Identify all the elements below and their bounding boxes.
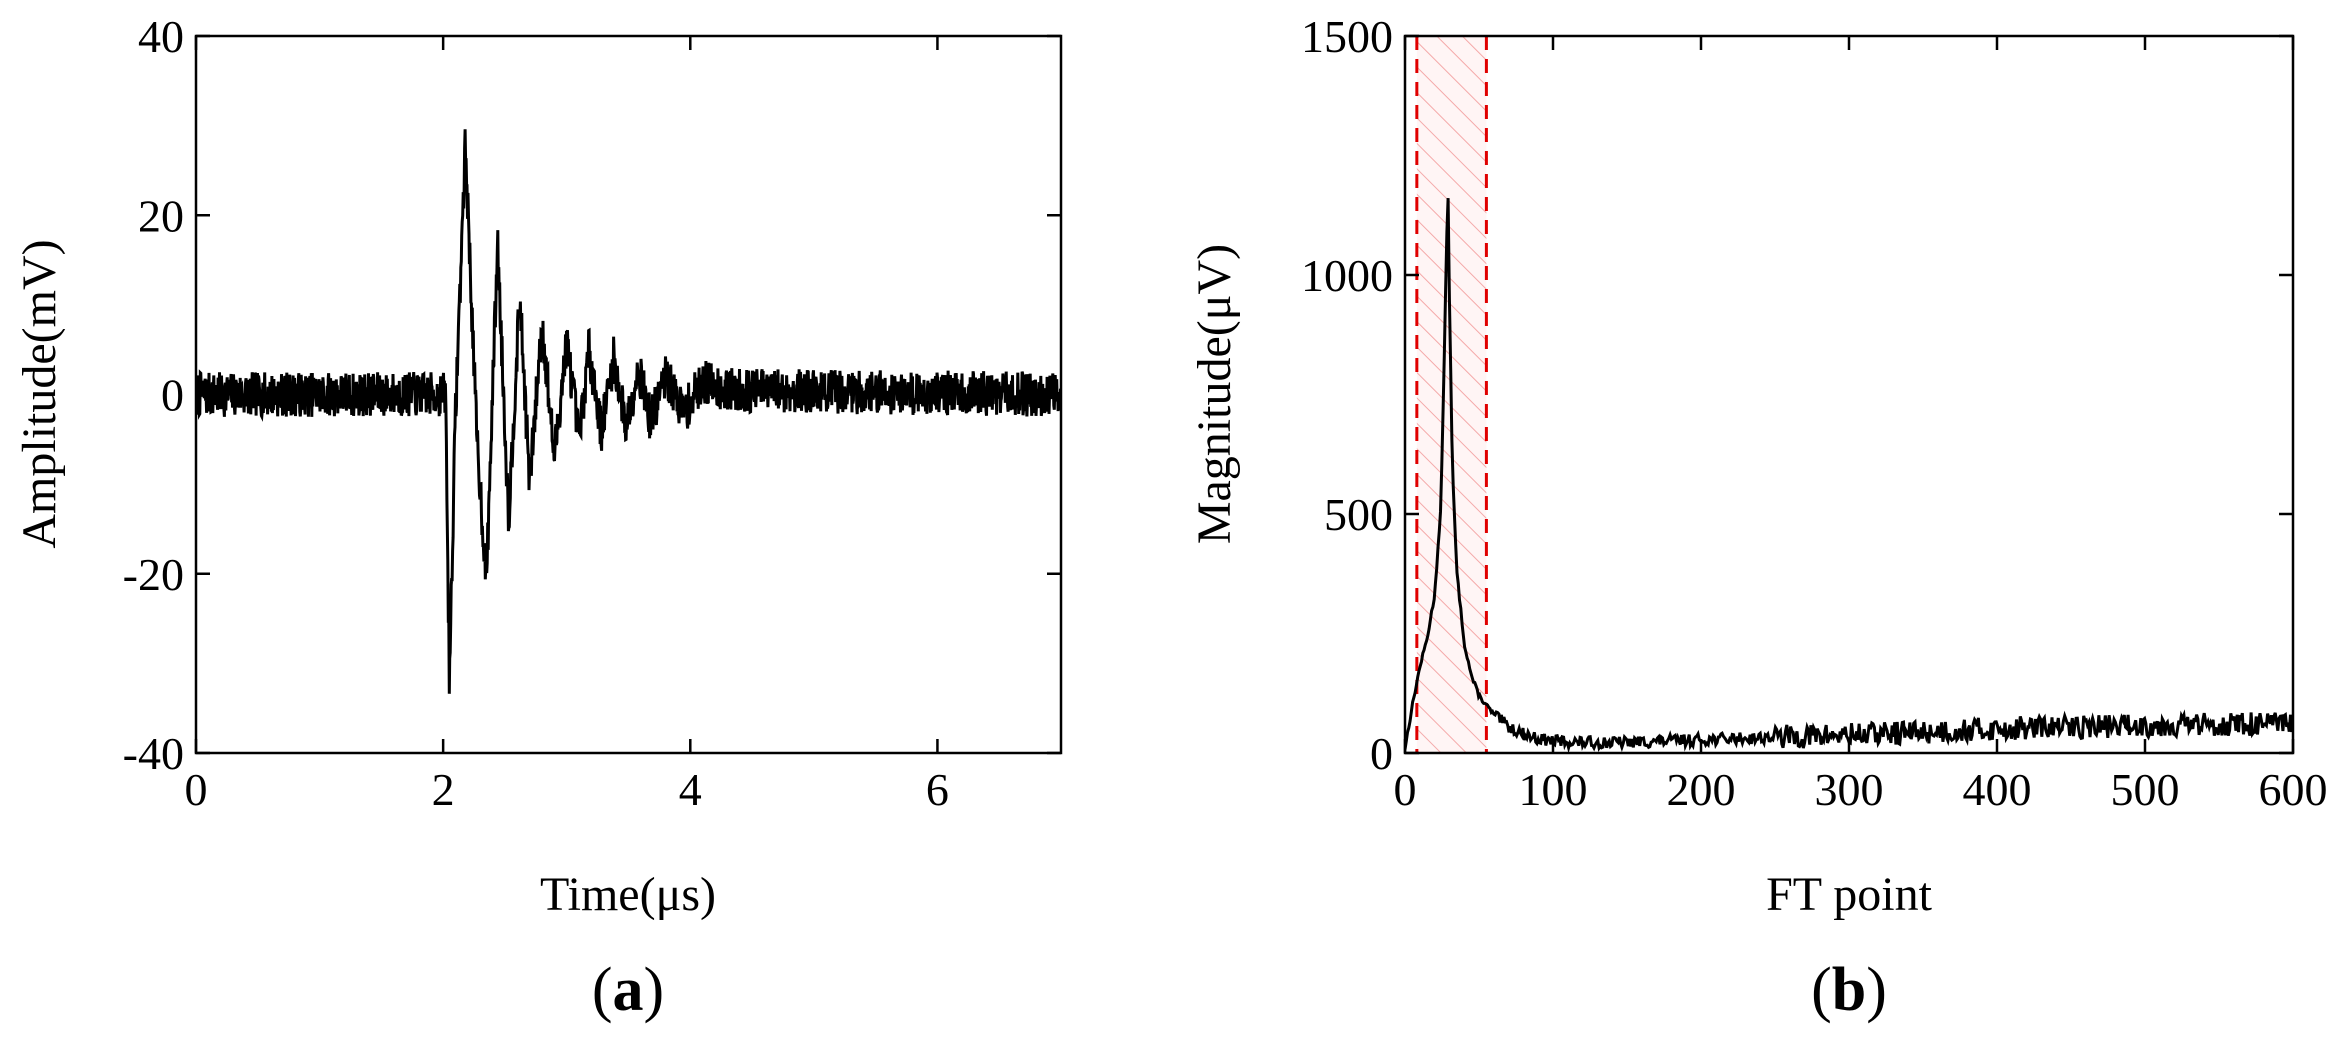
a-y-ticks: 40 20 0 -20 -40 — [123, 11, 1061, 779]
b-x-tick-label: 500 — [2111, 764, 2180, 815]
b-y-tick-label: 1000 — [1301, 250, 1393, 301]
b-y-axis-title: Magnitude(μV) — [1188, 244, 1241, 544]
b-x-tick-label: 400 — [1963, 764, 2032, 815]
b-x-ticks: 0 100 200 300 400 500 600 — [1394, 36, 2328, 815]
b-x-tick-label: 0 — [1394, 764, 1417, 815]
a-x-tick-label: 4 — [679, 764, 702, 815]
b-y-tick-label: 0 — [1370, 728, 1393, 779]
a-y-tick-label: 0 — [161, 370, 184, 421]
panel-b: 0 100 200 300 400 500 600 1500 1000 500 0 FT poin… — [1188, 11, 2328, 1024]
a-x-ticks: 0 2 4 6 — [185, 36, 949, 815]
a-x-tick-label: 6 — [926, 764, 949, 815]
b-panel-label: (b) — [1811, 956, 1887, 1024]
a-series-line — [196, 129, 1061, 694]
a-y-tick-label: 20 — [138, 190, 184, 241]
a-y-axis-title: Amplitude(mV) — [13, 239, 66, 548]
a-panel-label-open: ( — [592, 956, 613, 1024]
b-plot-frame — [1403, 34, 2295, 755]
a-panel-label-close: ) — [644, 956, 665, 1024]
a-x-tick-label: 0 — [185, 764, 208, 815]
a-y-tick-label: 40 — [138, 11, 184, 62]
b-x-tick-label: 100 — [1519, 764, 1588, 815]
a-x-tick-label: 2 — [432, 764, 455, 815]
b-y-tick-label: 1500 — [1301, 11, 1393, 62]
a-panel-label: (a) — [592, 956, 664, 1024]
b-x-tick-label: 600 — [2259, 764, 2328, 815]
b-series-line — [1405, 198, 2293, 753]
a-panel-letter: a — [613, 956, 644, 1024]
b-x-tick-label: 200 — [1667, 764, 1736, 815]
b-panel-label-close: ) — [1866, 956, 1887, 1024]
a-y-tick-label: -40 — [123, 728, 184, 779]
a-x-axis-title: Time(μs) — [540, 868, 716, 921]
b-y-ticks: 1500 1000 500 0 — [1301, 11, 2293, 779]
a-y-tick-label: -20 — [123, 549, 184, 600]
b-panel-letter: b — [1832, 956, 1866, 1024]
b-x-axis-title: FT point — [1766, 868, 1932, 921]
b-x-tick-label: 300 — [1815, 764, 1884, 815]
b-panel-label-open: ( — [1811, 956, 1832, 1024]
b-y-tick-label: 500 — [1324, 489, 1393, 540]
